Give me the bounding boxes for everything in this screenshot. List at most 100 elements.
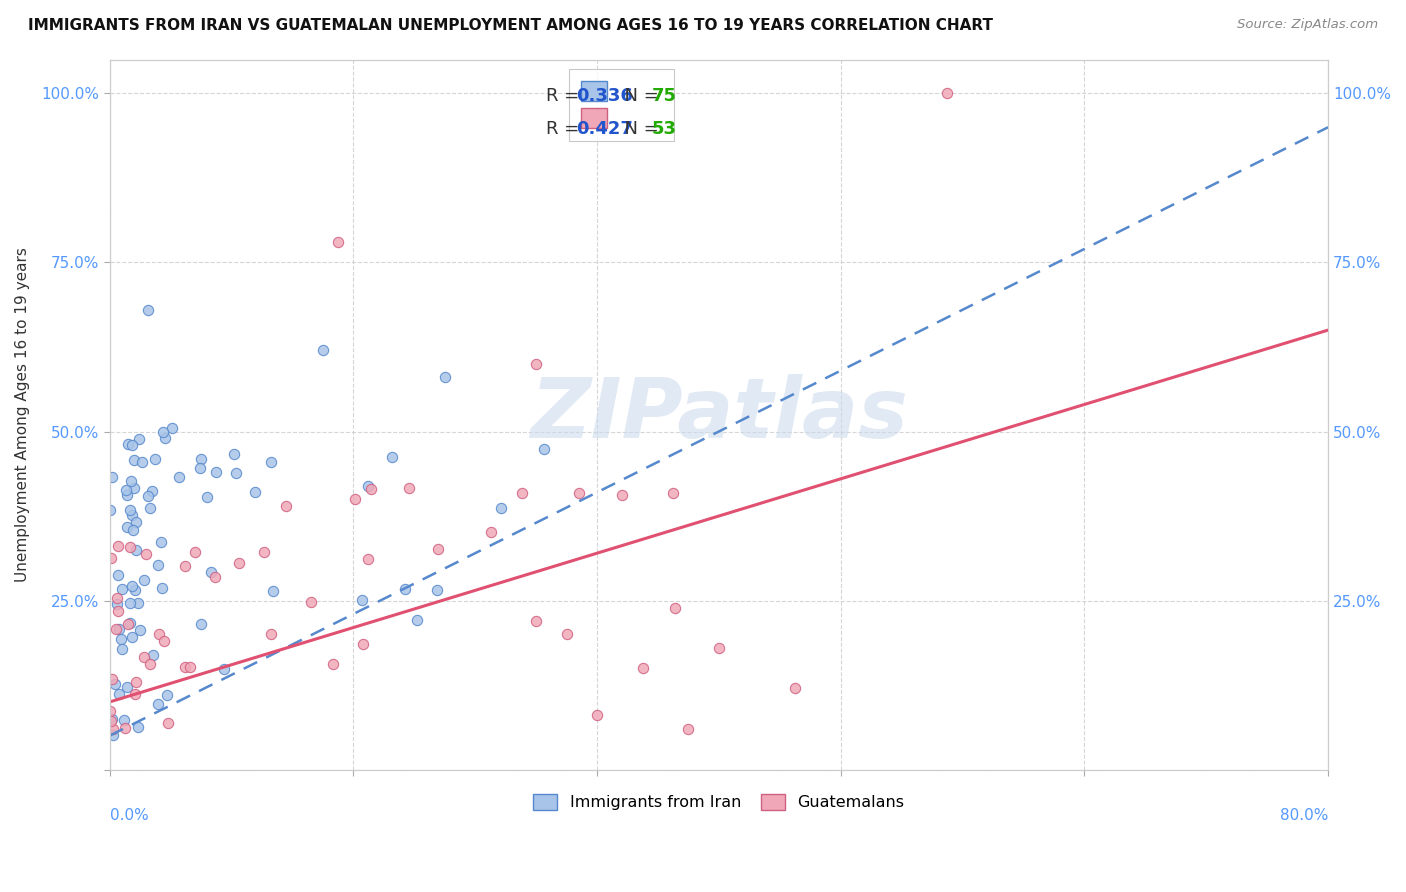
Point: [134, 573, 156, 587]
Text: R =: R =: [546, 87, 585, 104]
Point: [381, 450, 404, 464]
Point: [174, 558, 197, 573]
Point: [136, 489, 159, 503]
Point: [357, 552, 380, 566]
Point: [111, 582, 134, 597]
Point: [190, 452, 212, 467]
Point: [139, 501, 162, 516]
Point: [122, 523, 145, 537]
Point: [114, 721, 136, 735]
Point: [174, 660, 197, 674]
Point: [111, 641, 134, 656]
Point: [153, 634, 176, 648]
Point: [299, 595, 322, 609]
Point: [141, 483, 163, 498]
Point: [128, 432, 150, 446]
Text: 0.427: 0.427: [576, 120, 633, 138]
Text: N =: N =: [613, 120, 664, 138]
Point: [155, 431, 177, 445]
Point: [160, 421, 183, 435]
Point: [190, 617, 212, 632]
Point: [122, 453, 145, 467]
Point: [139, 657, 162, 672]
Point: [224, 447, 246, 461]
Text: 75: 75: [652, 87, 676, 104]
Point: [118, 596, 141, 610]
Point: [555, 627, 578, 641]
Point: [322, 657, 344, 671]
Point: [426, 583, 449, 598]
Point: [131, 455, 153, 469]
Point: [115, 483, 138, 497]
Point: [112, 713, 135, 727]
Point: [394, 582, 416, 596]
Point: [150, 534, 173, 549]
Point: [783, 681, 806, 696]
Point: [179, 660, 201, 674]
Point: [568, 486, 591, 500]
Point: [360, 482, 382, 496]
Point: [127, 720, 149, 734]
Point: [121, 579, 143, 593]
Point: [117, 488, 139, 502]
Point: [610, 487, 633, 501]
Point: [707, 640, 730, 655]
Point: [132, 649, 155, 664]
Point: [107, 539, 129, 553]
Text: Source: ZipAtlas.com: Source: ZipAtlas.com: [1237, 18, 1378, 31]
Point: [205, 465, 228, 479]
Point: [936, 87, 959, 101]
Point: [117, 617, 139, 632]
Point: [212, 662, 235, 676]
Point: [146, 697, 169, 711]
Point: [118, 541, 141, 555]
Point: [136, 302, 159, 317]
Text: 0.336: 0.336: [576, 87, 633, 104]
Point: [101, 728, 124, 742]
Text: ZIPatlas: ZIPatlas: [530, 374, 908, 455]
Text: 0.0%: 0.0%: [110, 808, 148, 823]
Point: [127, 596, 149, 610]
Point: [524, 357, 547, 371]
Text: N =: N =: [613, 87, 664, 104]
Point: [143, 451, 166, 466]
Point: [107, 604, 129, 618]
Point: [344, 492, 367, 507]
Text: 80.0%: 80.0%: [1279, 808, 1329, 823]
Point: [152, 425, 174, 439]
Point: [117, 437, 139, 451]
Point: [110, 632, 132, 647]
Point: [101, 712, 124, 726]
Point: [98, 704, 121, 718]
Point: [121, 438, 143, 452]
Point: [664, 600, 686, 615]
Point: [188, 461, 211, 475]
Point: [352, 593, 374, 607]
Point: [104, 677, 127, 691]
Y-axis label: Unemployment Among Ages 16 to 19 years: Unemployment Among Ages 16 to 19 years: [15, 247, 30, 582]
Point: [125, 675, 148, 690]
Point: [167, 470, 190, 484]
Point: [200, 566, 222, 580]
Point: [124, 688, 146, 702]
Point: [406, 613, 429, 627]
Point: [135, 547, 157, 561]
Point: [101, 470, 124, 484]
Point: [662, 485, 685, 500]
Point: [228, 557, 250, 571]
Point: [148, 558, 170, 573]
Point: [427, 541, 450, 556]
Point: [156, 688, 179, 702]
Point: [479, 524, 502, 539]
Point: [100, 503, 122, 517]
Point: [105, 591, 128, 605]
Point: [204, 570, 226, 584]
Point: [105, 622, 128, 636]
Point: [148, 627, 170, 641]
Point: [150, 581, 173, 595]
Point: [184, 545, 207, 559]
Point: [124, 582, 146, 597]
Point: [262, 583, 284, 598]
Point: [510, 486, 533, 500]
Point: [115, 680, 138, 694]
